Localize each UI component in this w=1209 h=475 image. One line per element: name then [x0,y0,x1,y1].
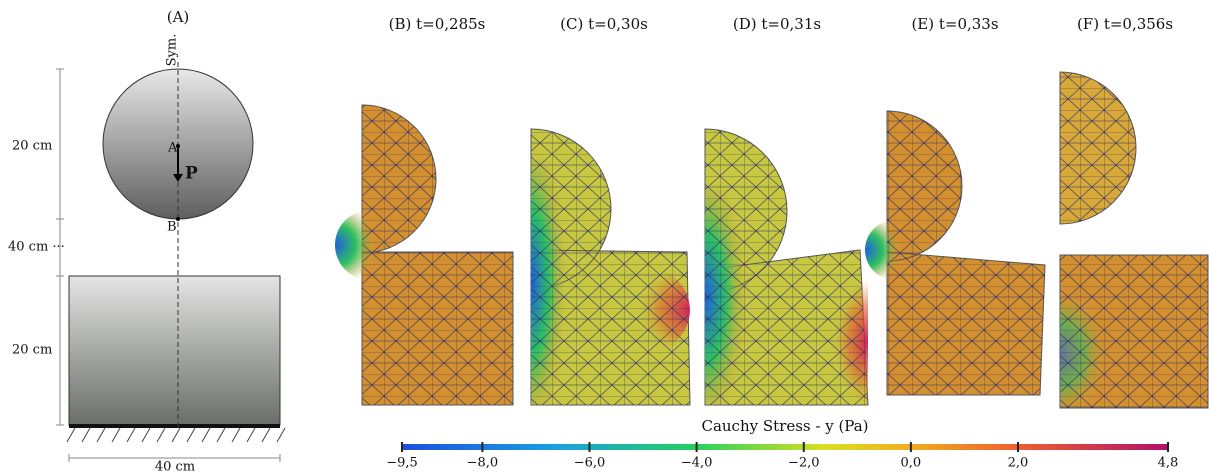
mesh-lines [1060,72,1208,408]
hatch [67,428,285,442]
block [69,276,280,425]
colorbar-tick-label: −6,0 [574,456,606,471]
force-label: P [185,164,198,184]
panel-label: (A) [167,8,190,26]
point-a-label: A [167,141,178,156]
dim-label: 20 cm [12,139,52,154]
snapshot-label: (C) t=0,30s [560,15,648,33]
snapshot: (F) t=0,356s [1060,15,1208,408]
sym-label: Sym. [165,34,180,67]
dim-label: 40 cm [155,460,195,475]
colorbar-title: Cauchy Stress - y (Pa) [701,417,868,435]
colorbar-tick-label: 0,0 [901,456,922,471]
snapshot: (B) t=0,285s [335,15,513,405]
mesh-lines [531,129,690,405]
colorbar-tick-label: −4,0 [681,456,713,471]
snapshot-label: (F) t=0,356s [1077,15,1173,33]
snapshot-label: (B) t=0,285s [389,15,486,33]
mesh-lines [362,105,513,405]
colorbar [402,444,1168,450]
snapshot: (D) t=0,31s [705,15,868,405]
dim-label: 40 cm ··· [8,240,65,255]
ground [69,424,280,428]
point-b [176,217,180,221]
page: {"panel_a": {"label": "(A)", "sym": "Sym… [0,0,1209,475]
snapshot-label: (E) t=0,33s [911,15,998,33]
mesh-lines [705,129,868,405]
mesh-lines [887,111,1045,395]
colorbar-tick-label: 4,8 [1158,456,1179,471]
point-b-label: B [167,220,177,235]
dim-label: 20 cm [12,343,52,358]
colorbar-tick-label: −8,0 [467,456,499,471]
colorbar-tick-label: −9,5 [386,456,418,471]
snapshot-label: (D) t=0,31s [733,15,821,33]
colorbar-tick-label: −2,0 [788,456,820,471]
snapshot: (E) t=0,33s [865,15,1045,395]
figure: (A) Sym. A P B 20 cm 40 cm ··· 20 cm 40 … [0,0,1209,475]
colorbar-tick-label: 2,0 [1008,456,1029,471]
snapshot: (C) t=0,30s [531,15,690,405]
